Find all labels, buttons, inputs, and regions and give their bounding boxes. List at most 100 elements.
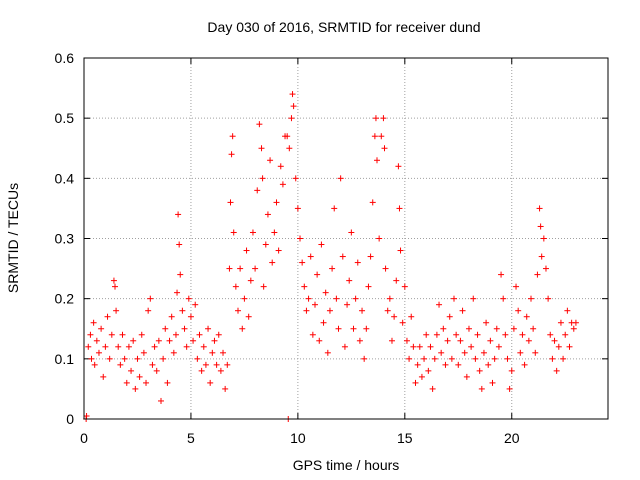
- data-point: [217, 367, 224, 374]
- data-point: [164, 379, 171, 386]
- data-point: [410, 343, 417, 350]
- data-point: [113, 307, 120, 314]
- data-point: [555, 343, 562, 350]
- data-point: [83, 412, 90, 419]
- data-point: [536, 205, 543, 212]
- data-point: [258, 145, 265, 152]
- data-point: [292, 175, 299, 182]
- data-point: [196, 331, 203, 338]
- data-point: [134, 355, 141, 362]
- data-point: [151, 343, 158, 350]
- data-point: [414, 361, 421, 368]
- data-point: [149, 361, 156, 368]
- data-point: [451, 295, 458, 302]
- data-point: [371, 133, 378, 140]
- data-point: [566, 343, 573, 350]
- data-point: [314, 271, 321, 278]
- data-point: [528, 295, 535, 302]
- data-point: [537, 223, 544, 230]
- data-point: [361, 355, 368, 362]
- data-point: [399, 319, 406, 326]
- data-point: [510, 325, 517, 332]
- data-point: [106, 355, 113, 362]
- data-point: [147, 295, 154, 302]
- data-point: [363, 325, 370, 332]
- data-point: [125, 343, 132, 350]
- y-tick-label: 0.5: [55, 110, 75, 126]
- data-point: [436, 301, 443, 308]
- data-point: [331, 205, 338, 212]
- data-point: [289, 91, 296, 98]
- data-point: [487, 337, 494, 344]
- data-point: [183, 343, 190, 350]
- data-point: [166, 337, 173, 344]
- data-point: [337, 175, 344, 182]
- data-point: [130, 337, 137, 344]
- data-point: [303, 307, 310, 314]
- data-point: [286, 145, 293, 152]
- data-point: [438, 349, 445, 356]
- data-point: [542, 265, 549, 272]
- data-point: [534, 271, 541, 278]
- data-point: [396, 205, 403, 212]
- data-point: [95, 349, 102, 356]
- data-point: [234, 307, 241, 314]
- data-point: [157, 397, 164, 404]
- data-point: [299, 259, 306, 266]
- data-point: [521, 361, 528, 368]
- data-point: [562, 331, 569, 338]
- data-point: [346, 277, 353, 284]
- data-point: [305, 295, 312, 302]
- data-point: [341, 343, 348, 350]
- data-point: [491, 355, 498, 362]
- data-point: [294, 205, 301, 212]
- data-point: [403, 337, 410, 344]
- data-point: [380, 115, 387, 122]
- data-point: [172, 331, 179, 338]
- data-point: [433, 331, 440, 338]
- y-axis-label: SRMTID / TECUs: [5, 183, 21, 293]
- data-point: [230, 229, 237, 236]
- data-point: [117, 361, 124, 368]
- data-point: [232, 283, 239, 290]
- data-point: [123, 379, 130, 386]
- data-point: [551, 337, 558, 344]
- data-point: [553, 367, 560, 374]
- data-point: [290, 103, 297, 110]
- data-point: [372, 115, 379, 122]
- data-point: [425, 367, 432, 374]
- data-point: [87, 331, 94, 338]
- data-point: [273, 199, 280, 206]
- data-point: [316, 337, 323, 344]
- data-point: [412, 379, 419, 386]
- data-point: [427, 343, 434, 350]
- data-point: [185, 295, 192, 302]
- data-point: [226, 265, 233, 272]
- data-point: [119, 331, 126, 338]
- data-point: [348, 229, 355, 236]
- data-point: [423, 331, 430, 338]
- data-point: [421, 355, 428, 362]
- x-axis-label: GPS time / hours: [293, 457, 400, 473]
- x-tick-label: 0: [80, 430, 88, 446]
- data-point: [470, 295, 477, 302]
- data-point: [213, 361, 220, 368]
- x-tick-label: 15: [397, 430, 413, 446]
- data-point: [386, 295, 393, 302]
- data-point: [194, 355, 201, 362]
- data-point: [350, 325, 357, 332]
- data-point: [128, 367, 135, 374]
- data-point: [329, 265, 336, 272]
- data-point: [374, 157, 381, 164]
- data-point: [431, 355, 438, 362]
- data-point: [453, 331, 460, 338]
- data-point: [297, 235, 304, 242]
- x-tick-label: 20: [504, 430, 520, 446]
- data-point: [463, 373, 470, 380]
- data-point: [228, 151, 235, 158]
- data-point: [382, 265, 389, 272]
- data-point: [247, 277, 254, 284]
- data-point: [174, 289, 181, 296]
- data-point: [275, 247, 282, 254]
- data-point: [495, 343, 502, 350]
